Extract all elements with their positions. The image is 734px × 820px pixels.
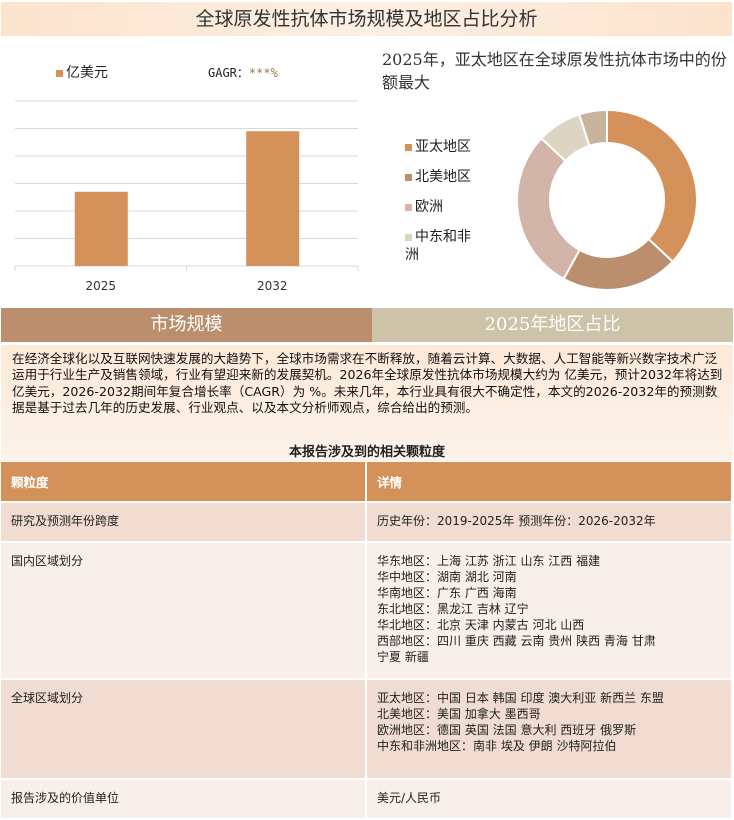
pie-legend: 亚太地区北美地区欧洲中东和非洲 — [405, 138, 480, 276]
cagr-value: ***% — [248, 66, 278, 80]
legend-item: 亚太地区 — [405, 138, 480, 156]
description-paragraph: 在经济全球化以及互联网快速发展的大趋势下，全球市场需求在不断释放，随着云计算、大… — [1, 345, 733, 461]
bar-legend: 亿美元 — [56, 62, 108, 82]
table-row: 报告涉及的价值单位 美元/人民币 — [1, 779, 733, 819]
tab-market-size[interactable]: 市场规模 — [1, 308, 372, 342]
legend-item: 中东和非洲 — [405, 228, 480, 264]
x-tick-label: 2025 — [85, 279, 116, 293]
bar-2025 — [74, 191, 128, 266]
row-key: 研究及预测年份跨度 — [1, 502, 367, 542]
table-row: 研究及预测年份跨度 历史年份：2019-2025年 预测年份：2026-2032年 — [1, 502, 733, 542]
x-tick-label: 2032 — [257, 279, 288, 293]
tab-region-share[interactable]: 2025年地区占比 — [372, 308, 733, 342]
row-key: 国内区域划分 — [1, 542, 367, 679]
header-granularity: 颗粒度 — [1, 462, 367, 502]
pie-title: 2025年，亚太地区在全球原发性抗体市场中的份额最大 — [382, 50, 727, 92]
bar-chart: 2025 2032 — [14, 100, 359, 293]
legend-item: 北美地区 — [405, 168, 480, 186]
page-title: 全球原发性抗体市场规模及地区占比分析 — [1, 2, 732, 36]
donut-slice-欧洲 — [516, 136, 581, 281]
donut-chart — [516, 108, 698, 291]
row-value: 美元/人民币 — [366, 779, 733, 819]
legend-label: 亚太地区 — [415, 139, 471, 155]
table-row: 国内区域划分 华东地区：上海 江苏 浙江 山东 江西 福建 华中地区：湖南 湖北 … — [1, 542, 733, 679]
legend-label: 中东和非洲 — [405, 229, 471, 263]
donut-slice-北美地区 — [562, 237, 675, 291]
table-row: 全球区域划分 亚太地区：中国 日本 韩国 印度 澳大利亚 新西兰 东盟 北美地区：… — [1, 679, 733, 779]
legend-swatch — [405, 173, 412, 181]
row-key: 全球区域划分 — [1, 679, 367, 779]
legend-swatch — [405, 233, 412, 241]
row-value: 历史年份：2019-2025年 预测年份：2026-2032年 — [366, 502, 733, 542]
legend-item: 欧洲 — [405, 198, 480, 216]
legend-label: 欧洲 — [415, 199, 443, 215]
row-key: 报告涉及的价值单位 — [1, 779, 367, 819]
row-value: 亚太地区：中国 日本 韩国 印度 澳大利亚 新西兰 东盟 北美地区：美国 加拿大… — [366, 679, 733, 779]
bar-2032 — [246, 131, 300, 266]
cagr-label: GAGR： — [208, 66, 249, 80]
bar-legend-label: 亿美元 — [66, 65, 108, 81]
granularity-table: 颗粒度 详情 研究及预测年份跨度 历史年份：2019-2025年 预测年份：2026… — [1, 462, 733, 820]
legend-swatch — [405, 203, 412, 211]
donut-slice-亚太地区 — [606, 108, 698, 264]
header-details: 详情 — [366, 462, 733, 502]
cagr: GAGR：***% — [208, 64, 278, 81]
donut-slice — [577, 108, 608, 148]
row-value: 华东地区：上海 江苏 浙江 山东 江西 福建 华中地区：湖南 湖北 河南 华南地… — [366, 542, 733, 679]
table-title: 本报告涉及到的相关颗粒度 — [288, 445, 445, 460]
section-tabs: 市场规模 2025年地区占比 — [1, 308, 733, 342]
legend-label: 北美地区 — [415, 169, 471, 185]
legend-swatch — [56, 69, 63, 77]
legend-swatch — [405, 143, 412, 151]
